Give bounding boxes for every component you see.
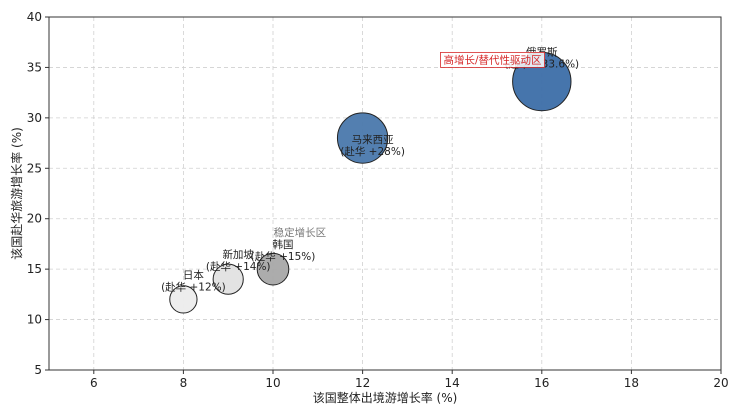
point-value-label: (赴华 +12%) [161, 280, 226, 293]
annotation-label: 高增长/替代性驱动区 [443, 53, 541, 66]
axis-ticks: 6 8 10 12 14 16 18 20 5 10 15 20 25 30 35 40 [27, 10, 729, 390]
x-tick-label: 10 [265, 376, 280, 390]
y-axis-label: 该国赴华旅游增长率 (%) [9, 127, 24, 260]
x-tick-label: 18 [624, 376, 639, 390]
annotation-group: 高增长/替代性驱动区 [440, 51, 545, 68]
annotation-group: 稳定增长区 [274, 226, 327, 239]
grid-lines [49, 17, 721, 370]
bubble-point [212, 263, 244, 295]
x-tick-label: 12 [355, 376, 370, 390]
bubble-point [256, 252, 290, 286]
x-tick-label: 16 [534, 376, 549, 390]
y-tick-label: 5 [34, 363, 42, 377]
x-tick-label: 6 [90, 376, 98, 390]
y-tick-label: 35 [27, 60, 42, 74]
point-value-label: (赴华 +15%) [251, 250, 316, 263]
bubble-point [169, 285, 198, 314]
x-tick-label: 8 [180, 376, 188, 390]
point-value-label: (赴华 +28%) [340, 145, 405, 158]
point-name-label: 马来西亚 [352, 134, 394, 146]
plot-frame [48, 16, 722, 371]
x-tick-label: 14 [445, 376, 460, 390]
y-tick-label: 30 [27, 111, 42, 125]
y-tick-label: 20 [27, 212, 42, 226]
annotation-label: 稳定增长区 [274, 226, 327, 239]
x-tick-label: 20 [713, 376, 728, 390]
y-tick-label: 10 [27, 313, 42, 327]
point-name-label: 新加坡 [222, 248, 254, 261]
bubble-point [336, 112, 389, 164]
y-tick-label: 25 [27, 161, 42, 175]
point-name-label: 韩国 [273, 238, 294, 251]
data-points [169, 51, 572, 314]
y-tick-label: 40 [27, 10, 42, 24]
annotation-box [440, 51, 545, 68]
y-tick-label: 15 [27, 262, 42, 276]
point-name-label: 日本 [183, 268, 204, 281]
point-value-label: (赴华 +14%) [206, 260, 271, 273]
x-axis-label: 该国整体出境游增长率 (%) [313, 390, 458, 405]
